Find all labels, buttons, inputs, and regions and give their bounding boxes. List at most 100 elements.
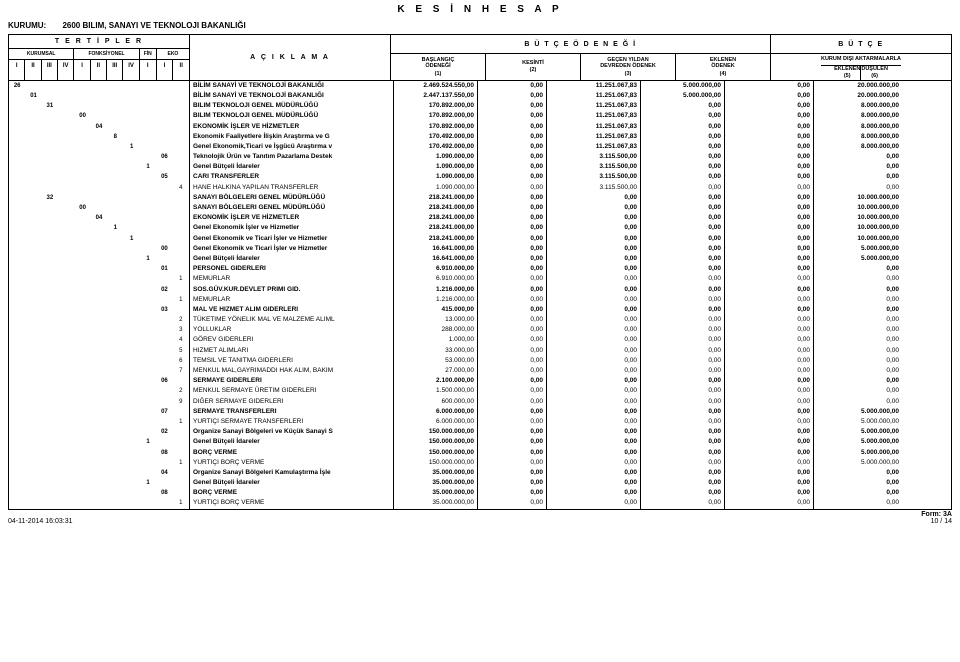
value-cell: 1.216.000,00 [394, 285, 478, 295]
table-row: 5HIZMET ALIMLARI33.000,000,000,000,000,0… [9, 346, 951, 356]
code-cell [42, 142, 58, 152]
code-cell [140, 122, 156, 132]
code-cell [140, 285, 156, 295]
value-cell: 8.000.000,00 [814, 122, 902, 132]
value-cell: 0,00 [547, 498, 641, 508]
desc-cell: MENKUL SERMAYE ÜRETIM GIDERLERI [190, 386, 394, 396]
code-cell [9, 193, 25, 203]
code-cell [42, 285, 58, 295]
value-cell: 2.447.137.550,00 [394, 91, 478, 101]
code-cell [156, 111, 172, 121]
code-cell [9, 264, 25, 274]
code-cell [9, 305, 25, 315]
code-cell [156, 254, 172, 264]
code-cell: 4 [173, 183, 189, 193]
table-row: 1Genel Bütçeli İdareler1.090.000,000,003… [9, 162, 951, 172]
code-cell [91, 397, 107, 407]
code-cell [42, 172, 58, 182]
code-cell [156, 356, 172, 366]
code-cells: 00 [9, 111, 190, 121]
code-cell [91, 325, 107, 335]
value-cell: 0,00 [641, 366, 725, 376]
value-cell: 0,00 [478, 111, 547, 121]
value-cell: 0,00 [641, 274, 725, 284]
code-cell [107, 193, 123, 203]
code-cell [25, 366, 41, 376]
code-cell [173, 234, 189, 244]
code-cell [74, 162, 90, 172]
code-cell [74, 193, 90, 203]
value-cell: 170.892.000,00 [394, 101, 478, 111]
code-cell [42, 183, 58, 193]
value-cell: 3.115.500,00 [547, 162, 641, 172]
code-cell [58, 152, 74, 162]
value-cell: 0,00 [547, 488, 641, 498]
code-cells: 9 [9, 397, 190, 407]
code-cell [140, 376, 156, 386]
value-cell: 0,00 [641, 193, 725, 203]
code-cell [42, 132, 58, 142]
value-cell: 0,00 [478, 325, 547, 335]
code-cell [124, 264, 140, 274]
code-cell [58, 254, 74, 264]
value-cell: 0,00 [641, 285, 725, 295]
code-cell [140, 335, 156, 345]
table-row: 1MEMURLAR1.216.000,000,000,000,000,000,0… [9, 295, 951, 305]
code-cells: 00 [9, 203, 190, 213]
code-cell [74, 81, 90, 91]
table-row: 1Genel Bütçeli İdareler35.000.000,000,00… [9, 478, 951, 488]
desc-cell: Genel Bütçeli İdareler [190, 254, 394, 264]
code-cell [173, 264, 189, 274]
code-cell: 1 [173, 417, 189, 427]
value-cell: 0,00 [641, 111, 725, 121]
code-cell [9, 498, 25, 508]
code-cell [9, 407, 25, 417]
code-cell [140, 458, 156, 468]
code-cell [156, 203, 172, 213]
value-cell: 0,00 [478, 234, 547, 244]
code-cell [25, 111, 41, 121]
value-cell: 0,00 [478, 172, 547, 182]
code-cell [74, 437, 90, 447]
tert-group-title: KURUMSAL [9, 49, 73, 60]
value-cell: 16.641.000,00 [394, 244, 478, 254]
value-cell: 0,00 [725, 193, 814, 203]
value-cell: 5.000.000,00 [814, 448, 902, 458]
code-cell [25, 81, 41, 91]
value-cell: 0,00 [478, 162, 547, 172]
value-cell: 1.090.000,00 [394, 152, 478, 162]
value-cell: 10.000.000,00 [814, 223, 902, 233]
desc-cell: YURTIÇI SERMAYE TRANSFERLERI [190, 417, 394, 427]
desc-cell: Genel Ekonomik İşler ve Hizmetler [190, 223, 394, 233]
code-cell [42, 244, 58, 254]
code-cell [74, 274, 90, 284]
code-cell [91, 152, 107, 162]
code-cell [173, 437, 189, 447]
value-cell: 218.241.000,00 [394, 234, 478, 244]
code-cell [124, 498, 140, 508]
desc-cell: BILIM TEKNOLOJI GENEL MÜDÜRLÜĞÜ [190, 101, 394, 111]
code-cell [74, 468, 90, 478]
code-cell [107, 234, 123, 244]
value-cell: 0,00 [814, 162, 902, 172]
code-cell [42, 356, 58, 366]
code-cell: 01 [25, 91, 41, 101]
code-cell [156, 91, 172, 101]
code-cell [25, 172, 41, 182]
code-cell [107, 111, 123, 121]
value-cell: 35.000.000,00 [394, 488, 478, 498]
code-cell [140, 346, 156, 356]
value-cell: 0,00 [547, 407, 641, 417]
code-cell [42, 325, 58, 335]
value-cell: 11.251.067,83 [547, 111, 641, 121]
table-row: 03MAL VE HIZMET ALIM GIDERLERI415.000,00… [9, 305, 951, 315]
value-cell: 0,00 [814, 285, 902, 295]
desc-cell: SANAYI BÖLGELERI GENEL MÜDÜRLÜĞÜ [190, 193, 394, 203]
code-cell [124, 101, 140, 111]
desc-cell: BİLİM SANAYİ VE TEKNOLOJİ BAKANLIĞI [190, 91, 394, 101]
code-cell [25, 132, 41, 142]
code-cell [9, 203, 25, 213]
desc-cell: SOS.GÜV.KUR.DEVLET PRIMI GID. [190, 285, 394, 295]
tert-sub-col: II [91, 60, 107, 80]
desc-cell: TÜKETIME YÖNELIK MAL VE MALZEME ALIML [190, 315, 394, 325]
